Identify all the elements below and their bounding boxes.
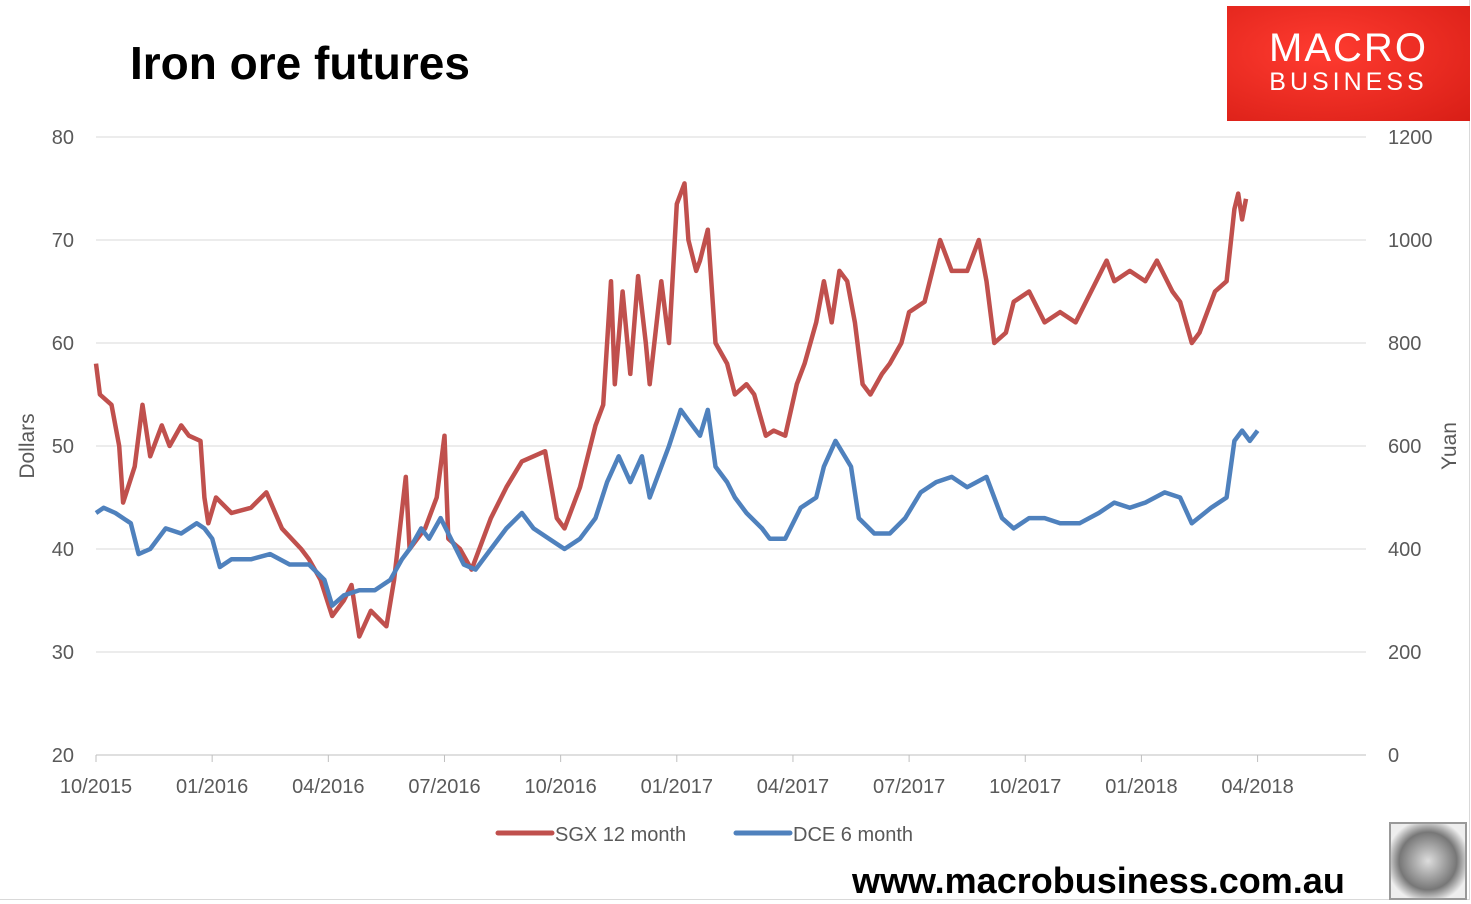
x-tick-label: 04/2016 bbox=[292, 776, 364, 798]
legend-label-sgx: SGX 12 month bbox=[555, 824, 686, 846]
y-tick-label-right: 800 bbox=[1388, 333, 1421, 355]
y-axis-label-right: Yuan bbox=[1438, 422, 1461, 470]
legend: SGX 12 month DCE 6 month bbox=[495, 824, 913, 846]
gridlines bbox=[96, 136, 1366, 756]
website-url: www.macrobusiness.com.au bbox=[852, 860, 1345, 901]
series-lines bbox=[93, 181, 1260, 639]
x-tick-label: 04/2017 bbox=[757, 776, 829, 798]
y-tick-label-right: 600 bbox=[1388, 436, 1421, 458]
x-tick-label: 01/2016 bbox=[176, 776, 248, 798]
logo-line1: MACRO bbox=[1269, 26, 1428, 70]
y-tick-label-left: 30 bbox=[52, 642, 74, 664]
y-tick-label-left: 60 bbox=[52, 333, 74, 355]
y-tick-label-right: 400 bbox=[1388, 539, 1421, 561]
y-tick-label-left: 70 bbox=[52, 230, 74, 252]
x-tick-label: 07/2017 bbox=[873, 776, 945, 798]
y-tick-label-right: 0 bbox=[1388, 745, 1399, 767]
legend-label-dce: DCE 6 month bbox=[793, 824, 913, 846]
y-tick-label-right: 1000 bbox=[1388, 230, 1433, 252]
y-axis-label-left: Dollars bbox=[16, 413, 39, 478]
logo-line2: BUSINESS bbox=[1269, 68, 1428, 96]
x-tick-label: 10/2016 bbox=[524, 776, 596, 798]
y-tick-label-right: 200 bbox=[1388, 642, 1421, 664]
y-tick-label-left: 50 bbox=[52, 436, 74, 458]
series-line-sgx-12-month bbox=[93, 181, 1249, 639]
x-tick-label: 01/2018 bbox=[1105, 776, 1177, 798]
chart-title: Iron ore futures bbox=[130, 37, 470, 89]
macrobusiness-logo: MACRO BUSINESS bbox=[1227, 6, 1470, 121]
y-tick-label-left: 40 bbox=[52, 539, 74, 561]
x-tick-label: 07/2016 bbox=[408, 776, 480, 798]
y-tick-label-right: 1200 bbox=[1388, 127, 1433, 149]
wolf-mascot-image bbox=[1389, 822, 1467, 900]
axis-ticks: 2030405060708002004006008001000120010/20… bbox=[52, 127, 1433, 798]
y-tick-label-left: 20 bbox=[52, 745, 74, 767]
x-tick-label: 10/2015 bbox=[60, 776, 132, 798]
x-tick-label: 01/2017 bbox=[641, 776, 713, 798]
x-tick-label: 04/2018 bbox=[1221, 776, 1293, 798]
x-tick-label: 10/2017 bbox=[989, 776, 1061, 798]
y-tick-label-left: 80 bbox=[52, 127, 74, 149]
series-line-dce-6-month bbox=[94, 407, 1260, 608]
